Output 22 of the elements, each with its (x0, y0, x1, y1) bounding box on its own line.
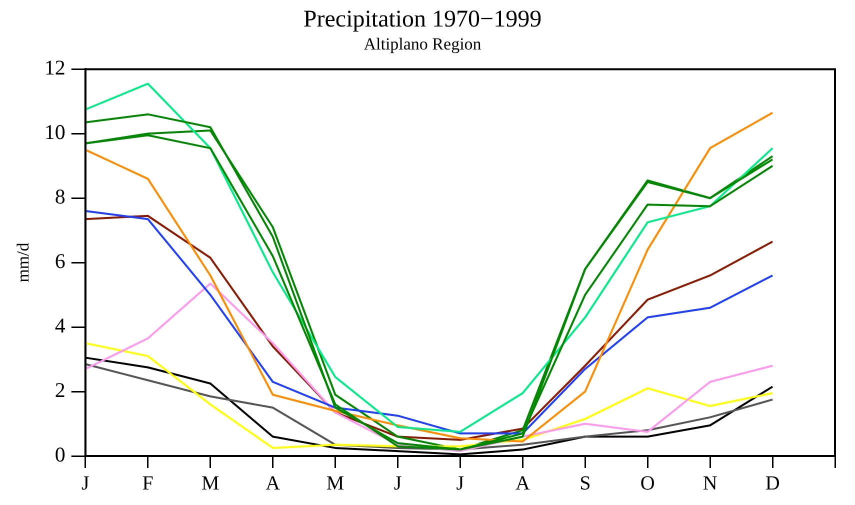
y-tick-label: 6 (54, 249, 66, 274)
x-tick-label: F (142, 472, 154, 494)
x-tick-label: D (765, 472, 780, 494)
y-axis-title: mm/d (14, 242, 33, 282)
y-tick-label: 10 (44, 120, 66, 144)
x-tick-label: J (394, 472, 402, 494)
x-tick-label: A (515, 472, 530, 494)
x-tick-label: M (326, 472, 344, 494)
x-tick-label: J (82, 472, 90, 494)
y-tick-label: 12 (44, 56, 66, 80)
chart-subtitle: Altiplano Region (364, 34, 482, 54)
y-tick-label: 8 (54, 184, 66, 209)
y-tick-label: 0 (54, 442, 66, 467)
x-tick-label: S (580, 472, 591, 494)
x-tick-label: A (266, 472, 281, 494)
y-tick-label: 2 (54, 378, 66, 402)
x-tick-label: O (640, 472, 655, 494)
chart-title: Precipitation 1970−1999 (303, 6, 542, 33)
x-tick-label: J (456, 472, 464, 494)
x-tick-label: M (201, 472, 220, 494)
y-tick-label: 4 (54, 314, 66, 338)
x-tick-label: N (702, 472, 718, 494)
